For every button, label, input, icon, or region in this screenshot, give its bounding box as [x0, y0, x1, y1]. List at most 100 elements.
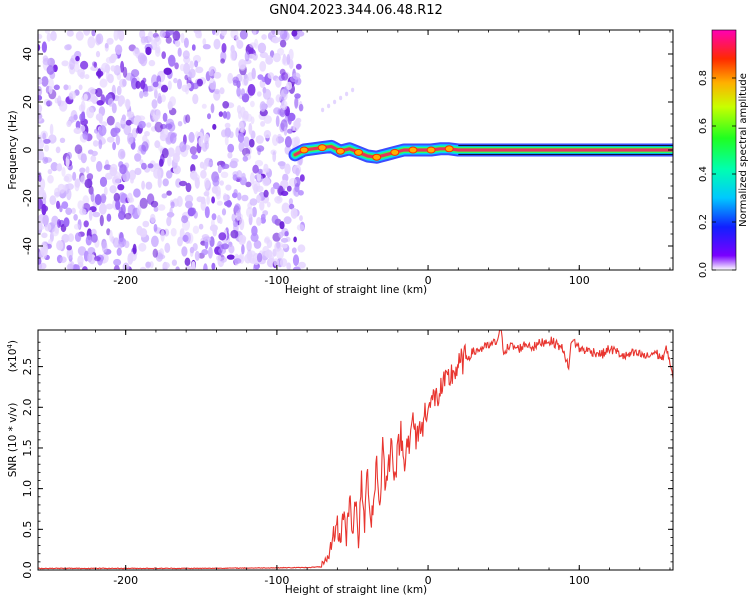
noise-blob — [97, 68, 102, 79]
noise-blob — [270, 187, 275, 195]
noise-blob — [276, 247, 284, 260]
noise-blob — [99, 78, 108, 88]
noise-blob — [214, 30, 220, 36]
noise-blob — [122, 66, 128, 78]
noise-blob — [167, 101, 173, 111]
noise-blob — [75, 31, 84, 41]
noise-blob — [138, 242, 147, 252]
noise-blob — [153, 206, 159, 212]
noise-blob — [166, 216, 172, 227]
noise-blob — [248, 250, 256, 257]
noise-blob — [228, 244, 235, 254]
noise-blob — [77, 200, 84, 210]
noise-blob — [116, 247, 122, 256]
noise-blob — [84, 178, 93, 189]
signal-track-layer — [288, 139, 673, 164]
noise-blob — [204, 177, 210, 189]
noise-blob — [77, 255, 84, 266]
noise-blob — [169, 207, 173, 219]
noise-blob — [145, 46, 152, 56]
noise-blob — [98, 125, 107, 137]
noise-blob — [266, 201, 271, 208]
noise-blob — [182, 234, 189, 242]
noise-blob — [48, 78, 54, 90]
noise-blob — [263, 189, 269, 198]
noise-blob — [148, 59, 156, 67]
snr-x-ticks: -200 -100 0 100 — [64, 330, 671, 587]
noise-blob — [139, 90, 144, 99]
noise-blob — [238, 110, 242, 120]
noise-blob — [182, 50, 190, 60]
noise-blob — [339, 95, 343, 101]
noise-blob — [194, 60, 199, 68]
noise-blob — [211, 213, 217, 221]
noise-blob — [286, 185, 292, 192]
noise-blob — [112, 175, 121, 186]
noise-blob — [38, 33, 43, 40]
noise-blob — [232, 219, 239, 228]
noise-blob — [290, 137, 299, 147]
noise-blob — [106, 115, 115, 126]
noise-blob — [271, 36, 280, 44]
noise-blob — [79, 113, 86, 122]
noise-blob — [166, 30, 174, 36]
noise-blob — [94, 128, 99, 134]
x-tick-label: -100 — [264, 274, 289, 287]
noise-blob — [75, 55, 80, 62]
y-tick-label: 20 — [21, 95, 34, 109]
noise-blob — [209, 224, 218, 232]
noise-blob — [211, 185, 218, 194]
noise-blob — [264, 236, 270, 243]
noise-blob — [219, 256, 227, 263]
noise-blob — [92, 211, 101, 218]
noise-blob — [192, 93, 199, 105]
noise-blob — [159, 30, 166, 38]
noise-blob — [141, 180, 146, 190]
noise-blob — [191, 154, 199, 160]
noise-blob — [270, 30, 277, 36]
noise-blob — [73, 62, 80, 73]
noise-blob — [204, 140, 210, 150]
noise-blob — [165, 123, 173, 130]
noise-blob — [267, 72, 274, 79]
noise-blob — [51, 228, 59, 237]
noise-blob — [63, 84, 69, 91]
noise-blob — [177, 121, 183, 127]
noise-blob — [238, 58, 247, 70]
noise-blob — [219, 217, 223, 225]
noise-blob — [133, 188, 141, 198]
noise-blob — [249, 42, 257, 48]
noise-blob — [75, 120, 81, 130]
noise-blob — [222, 192, 228, 202]
noise-blob — [100, 94, 106, 105]
noise-blob — [230, 49, 236, 61]
noise-blob — [222, 101, 230, 109]
noise-blob — [85, 235, 92, 246]
noise-blob — [252, 30, 257, 36]
noise-blob — [139, 197, 148, 209]
noise-blob — [161, 193, 168, 199]
noise-blob — [180, 32, 185, 44]
noise-blob — [256, 252, 263, 263]
noise-blob — [286, 128, 293, 134]
noise-blob — [99, 176, 108, 187]
noise-blob — [177, 47, 182, 57]
noise-blob — [113, 30, 119, 41]
svg-text:(x104): (x104) — [6, 340, 19, 372]
noise-blob — [198, 137, 204, 147]
noise-blob — [147, 163, 154, 169]
noise-blob — [283, 126, 288, 136]
noise-blob — [286, 54, 291, 65]
noise-blob — [157, 204, 166, 211]
figure-title: GN04.2023.344.06.48.R12 — [269, 3, 443, 18]
noise-blob — [128, 169, 136, 181]
noise-blob — [124, 212, 132, 220]
y-tick-label: 2.0 — [21, 399, 34, 417]
noise-blob — [157, 254, 166, 260]
noise-blob — [232, 174, 238, 181]
noise-blob — [238, 234, 247, 243]
noise-blob — [296, 30, 305, 37]
noise-blob — [86, 106, 95, 119]
noise-blob — [174, 40, 181, 47]
noise-blob — [175, 178, 182, 188]
